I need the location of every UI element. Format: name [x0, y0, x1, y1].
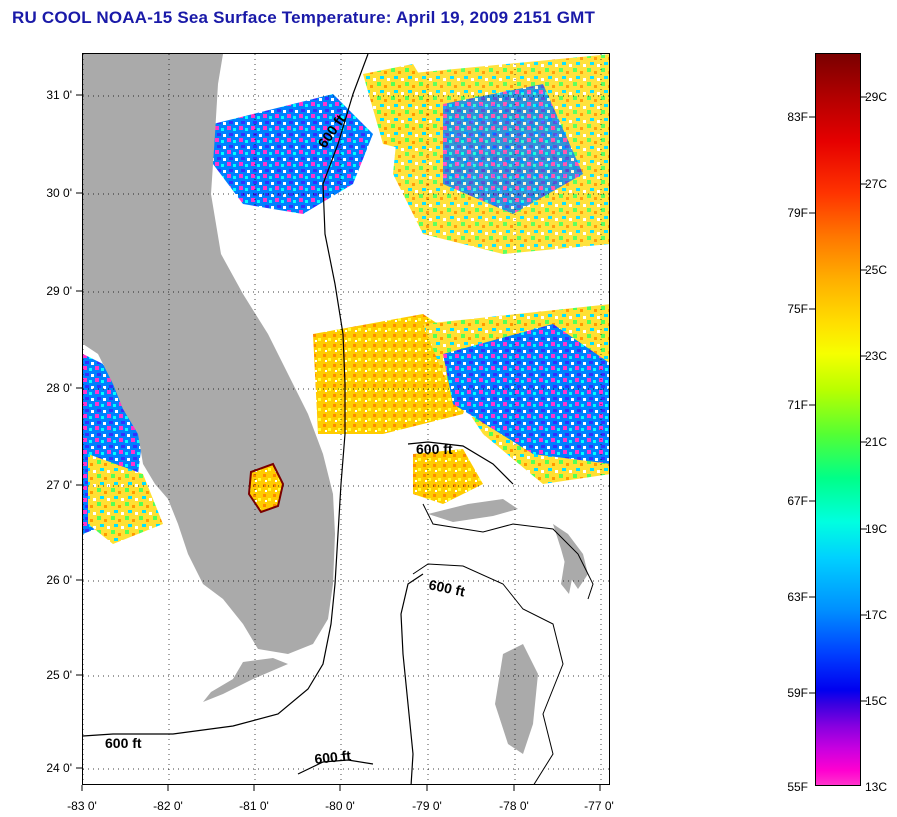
lat-tick-29: 29 0'	[46, 284, 72, 298]
lon-tick-77: -77 0'	[584, 799, 614, 813]
map-title: RU COOL NOAA-15 Sea Surface Temperature:…	[12, 8, 596, 27]
lon-tick-82: -82 0'	[153, 799, 183, 813]
abaco	[553, 524, 588, 589]
colorbar-c-23: 23C	[865, 349, 888, 363]
colorbar-f-55: 55F	[787, 780, 808, 794]
lat-tick-27: 27 0'	[46, 478, 72, 492]
andros	[495, 644, 538, 754]
colorbar-c-13: 13C	[865, 780, 888, 794]
temperature-colorbar	[815, 53, 861, 786]
colorbar-c-25: 25C	[865, 263, 888, 277]
isobath-600ft-tongue	[400, 573, 424, 784]
colorbar-f-75: 75F	[787, 302, 808, 316]
map-canvas: 600 ft 600 ft 600 ft 600 ft 600 ft	[83, 54, 609, 784]
colorbar-f-59: 59F	[787, 686, 808, 700]
colorbar-c-29: 29C	[865, 90, 888, 104]
lat-tick-24: 24 0'	[46, 761, 72, 775]
colorbar-c-21: 21C	[865, 435, 888, 449]
lon-tick-83: -83 0'	[67, 799, 97, 813]
little-bahama-bank	[422, 503, 594, 600]
sst-map: 600 ft 600 ft 600 ft 600 ft 600 ft	[82, 53, 610, 785]
eleuthera	[561, 559, 573, 594]
colorbar-c-15: 15C	[865, 694, 888, 708]
lat-tick-28: 28 0'	[46, 381, 72, 395]
contour-label-tongue: 600 ft	[427, 576, 466, 599]
lon-tick-79: -79 0'	[412, 799, 442, 813]
lon-tick-81: -81 0'	[239, 799, 269, 813]
isobath-600ft-gulfstream	[83, 54, 369, 737]
lat-tick-25: 25 0'	[46, 668, 72, 682]
great-bahama-bank	[412, 563, 564, 784]
sst-patches	[83, 54, 609, 544]
contour-label-bahamas: 600 ft	[416, 441, 453, 457]
graticule	[83, 54, 609, 784]
colorbar-c-27: 27C	[865, 177, 888, 191]
colorbar-f-83: 83F	[787, 110, 808, 124]
colorbar-f-79: 79F	[787, 206, 808, 220]
lat-tick-26: 26 0'	[46, 573, 72, 587]
florida-keys	[203, 658, 288, 702]
contour-label-south: 600 ft	[314, 747, 352, 767]
colorbar-c-19: 19C	[865, 522, 888, 536]
colorbar-f-67: 67F	[787, 494, 808, 508]
colorbar-f-63: 63F	[787, 590, 808, 604]
grand-bahama	[428, 499, 518, 522]
lon-tick-80: -80 0'	[325, 799, 355, 813]
contour-label-west: 600 ft	[105, 735, 142, 751]
lat-tick-30: 30 0'	[46, 186, 72, 200]
lake-okeechobee	[247, 462, 285, 514]
colorbar-f-71: 71F	[787, 398, 808, 412]
lon-tick-78: -78 0'	[499, 799, 529, 813]
isobath-600ft-south	[297, 759, 374, 775]
lat-tick-31: 31 0'	[46, 88, 72, 102]
colorbar-c-17: 17C	[865, 608, 888, 622]
isobath-600ft-bahamas	[407, 441, 514, 485]
